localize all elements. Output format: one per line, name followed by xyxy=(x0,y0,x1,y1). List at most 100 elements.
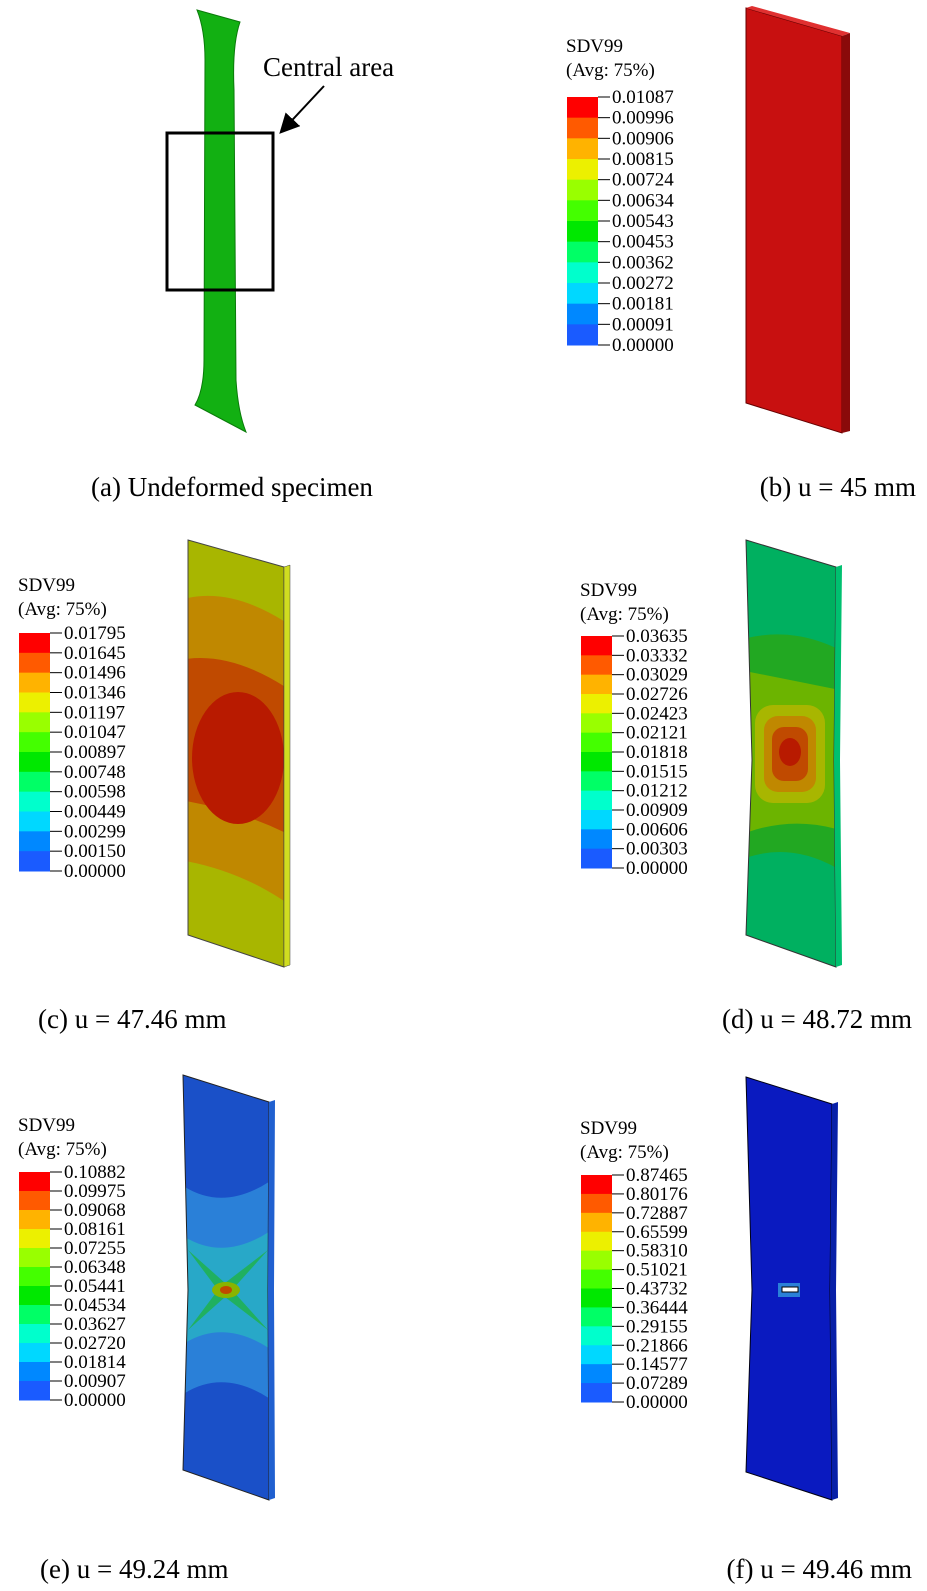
legend-label: 0.21866 xyxy=(626,1335,688,1356)
legend-label: 0.00909 xyxy=(626,800,688,821)
legend-subtitle: (Avg: 75%) xyxy=(18,1139,107,1160)
legend-label: 0.00724 xyxy=(612,170,674,191)
legend-label: 0.00449 xyxy=(64,802,126,823)
caption: (c) u = 47.46 mm xyxy=(38,1004,226,1034)
legend-band xyxy=(567,179,598,201)
caption: (f) u = 49.46 mm xyxy=(727,1554,912,1584)
legend-title: SDV99 xyxy=(580,580,637,601)
legend-band xyxy=(19,1381,50,1401)
legend-band xyxy=(19,831,50,852)
legend-label: 0.07255 xyxy=(64,1238,126,1259)
legend-label: 0.01814 xyxy=(64,1352,126,1373)
legend-label: 0.01645 xyxy=(64,643,126,664)
legend-band xyxy=(19,672,50,693)
plate-f: (f) u = 49.46 mm xyxy=(727,1076,912,1584)
legend-band xyxy=(581,790,612,811)
legend-band xyxy=(567,283,598,305)
legend-band xyxy=(19,771,50,793)
legend-band xyxy=(581,848,612,869)
legend-label: 0.00000 xyxy=(612,335,674,356)
legend-label: 0.01496 xyxy=(64,663,126,684)
legend-label: 0.00000 xyxy=(64,1390,126,1411)
legend-band xyxy=(567,97,598,119)
caption: (a) Undeformed specimen xyxy=(91,472,373,502)
legend-label: 0.43732 xyxy=(626,1279,688,1300)
legend-label: 0.00453 xyxy=(612,232,674,253)
plate-d: (d) u = 48.72 mm xyxy=(722,539,912,1034)
legend-label: 0.09068 xyxy=(64,1200,126,1221)
legend-title: SDV99 xyxy=(566,36,623,57)
legend-label: 0.02720 xyxy=(64,1333,126,1354)
legend-label: 0.01818 xyxy=(626,742,688,763)
legend-band xyxy=(581,1307,612,1327)
legend-band xyxy=(19,1191,50,1211)
legend-label: 0.00907 xyxy=(64,1371,126,1392)
legend-label: 0.04534 xyxy=(64,1295,126,1316)
legend-band xyxy=(581,1269,612,1289)
legend-label: 0.10882 xyxy=(64,1162,126,1183)
legend-label: 0.02121 xyxy=(626,723,688,744)
legend-band xyxy=(19,1286,50,1306)
specimen-a: Central area (a) Undeformed specimen xyxy=(91,9,394,502)
legend-label: 0.00272 xyxy=(612,273,674,294)
legend-label: 0.00748 xyxy=(64,762,126,783)
legend-label: 0.01212 xyxy=(626,781,688,802)
legend-label: 0.72887 xyxy=(626,1203,688,1224)
legend-label: 0.08161 xyxy=(64,1219,126,1240)
legend-band xyxy=(567,241,598,263)
legend-label: 0.87465 xyxy=(626,1165,688,1186)
legend-band xyxy=(567,303,598,325)
legend-band xyxy=(581,752,612,772)
legend-band xyxy=(19,633,50,654)
legend-band xyxy=(567,159,598,181)
legend-label: 0.58310 xyxy=(626,1241,688,1262)
legend-band xyxy=(19,712,50,733)
legend-label: 0.02726 xyxy=(626,684,688,705)
legend-label: 0.00606 xyxy=(626,819,688,840)
legend-label: 0.00362 xyxy=(612,252,674,273)
legend-title: SDV99 xyxy=(580,1118,637,1139)
legend-band xyxy=(19,1324,50,1344)
legend-band xyxy=(19,692,50,713)
legend-band xyxy=(581,771,612,792)
caption: (e) u = 49.24 mm xyxy=(40,1554,228,1584)
legend-band xyxy=(567,117,598,139)
legend-label: 0.03029 xyxy=(626,665,688,686)
legend-band xyxy=(567,221,598,243)
legend-label: 0.00000 xyxy=(626,858,688,879)
legend-band xyxy=(581,732,612,753)
legend-label: 0.00303 xyxy=(626,839,688,860)
legend-band xyxy=(581,810,612,830)
legend-band xyxy=(581,674,612,695)
legend-subtitle: (Avg: 75%) xyxy=(580,1142,669,1163)
legend-band xyxy=(581,1383,612,1403)
legend-band xyxy=(581,1288,612,1308)
legend-band xyxy=(581,713,612,734)
legend-title: SDV99 xyxy=(18,575,75,596)
legend-label: 0.14577 xyxy=(626,1354,688,1375)
legend-band xyxy=(19,1172,50,1192)
legend-band xyxy=(19,1267,50,1287)
legend-band xyxy=(581,1345,612,1365)
legend-label: 0.00000 xyxy=(64,861,126,882)
legend-band xyxy=(19,732,50,753)
legend-band xyxy=(567,324,598,346)
legend-label: 0.01515 xyxy=(626,761,688,782)
legend-band xyxy=(19,652,50,674)
legend-label: 0.05441 xyxy=(64,1276,126,1297)
legend-label: 0.02423 xyxy=(626,703,688,724)
legend-band xyxy=(19,851,50,872)
legend-band xyxy=(581,1175,612,1195)
legend-band xyxy=(581,694,612,714)
legend-subtitle: (Avg: 75%) xyxy=(18,599,107,620)
legend-band xyxy=(581,1212,612,1233)
legend-label: 0.00598 xyxy=(64,782,126,803)
legend-label: 0.01047 xyxy=(64,722,126,743)
legend-band xyxy=(581,1250,612,1271)
legend-label: 0.00181 xyxy=(612,294,674,315)
legend-label: 0.01346 xyxy=(64,683,126,704)
legend-band xyxy=(19,1210,50,1230)
legend-band xyxy=(581,655,612,676)
